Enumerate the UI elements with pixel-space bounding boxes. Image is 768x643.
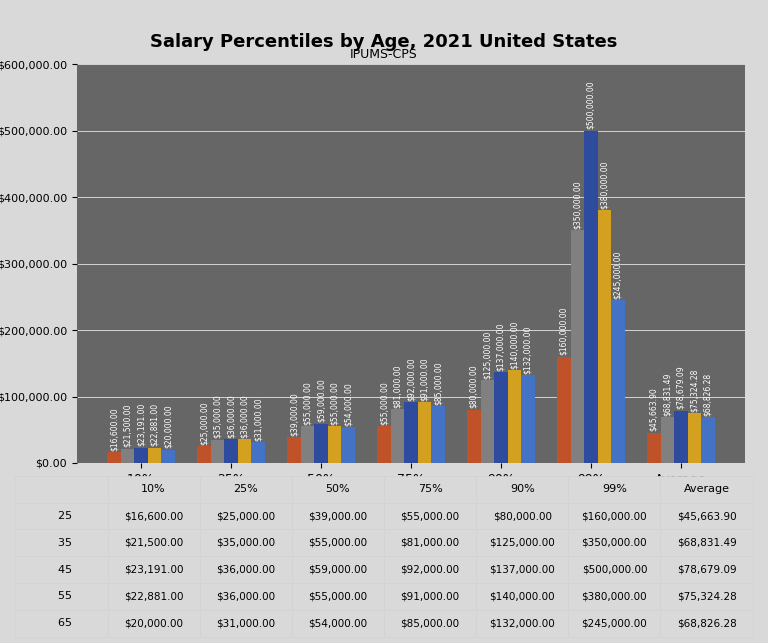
Bar [391, 409, 404, 463]
Text: $140,000.00: $140,000.00 [510, 320, 519, 368]
Text: $39,000.00: $39,000.00 [290, 392, 299, 436]
Bar [224, 439, 237, 463]
Text: $22,881.00: $22,881.00 [150, 403, 159, 446]
Bar [701, 417, 714, 463]
Bar [121, 449, 134, 463]
Bar [108, 452, 121, 463]
Bar [508, 370, 521, 463]
Text: $55,000.00: $55,000.00 [379, 381, 389, 425]
Text: $16,600.00: $16,600.00 [109, 407, 118, 451]
Bar [611, 300, 624, 463]
Text: $36,000.00: $36,000.00 [227, 394, 236, 438]
Bar [377, 426, 391, 463]
Text: $125,000.00: $125,000.00 [483, 331, 492, 379]
Bar [584, 131, 598, 463]
Bar [314, 424, 328, 463]
Bar [161, 449, 174, 463]
Bar [598, 210, 611, 463]
Bar [431, 406, 445, 463]
Bar [404, 402, 418, 463]
Bar [687, 413, 701, 463]
Bar [237, 439, 251, 463]
Text: $35,000.00: $35,000.00 [213, 395, 222, 439]
Bar [674, 411, 687, 463]
Bar [521, 376, 535, 463]
Bar [251, 442, 265, 463]
Text: $245,000.00: $245,000.00 [614, 250, 622, 299]
Text: $500,000.00: $500,000.00 [586, 81, 595, 129]
Bar [328, 426, 341, 463]
Bar [287, 437, 300, 463]
Bar [300, 426, 314, 463]
Text: $45,663.90: $45,663.90 [650, 388, 658, 431]
Bar [147, 448, 161, 463]
Text: $160,000.00: $160,000.00 [559, 307, 568, 356]
Text: $80,000.00: $80,000.00 [469, 365, 478, 408]
Bar [210, 440, 224, 463]
Text: $75,324.28: $75,324.28 [690, 368, 699, 412]
Bar [660, 417, 674, 463]
Text: $31,000.00: $31,000.00 [253, 397, 263, 441]
Text: $68,831.49: $68,831.49 [663, 372, 672, 416]
Text: $23,191.00: $23,191.00 [137, 403, 145, 446]
Bar [481, 380, 494, 463]
Text: $55,000.00: $55,000.00 [303, 381, 312, 425]
Bar [647, 433, 660, 463]
Bar [571, 230, 584, 463]
Text: $55,000.00: $55,000.00 [330, 381, 339, 425]
Text: $54,000.00: $54,000.00 [343, 382, 353, 426]
Bar [134, 448, 147, 463]
Text: $92,000.00: $92,000.00 [406, 357, 415, 401]
Text: $68,826.28: $68,826.28 [703, 373, 713, 416]
Text: $350,000.00: $350,000.00 [573, 181, 582, 229]
Text: $21,500.00: $21,500.00 [123, 404, 132, 448]
Bar [557, 357, 571, 463]
Text: $25,000.00: $25,000.00 [200, 401, 208, 445]
Bar [494, 372, 508, 463]
Text: $137,000.00: $137,000.00 [496, 322, 505, 370]
Text: $81,000.00: $81,000.00 [393, 365, 402, 408]
Bar [341, 427, 355, 463]
Text: IPUMS-CPS: IPUMS-CPS [350, 48, 418, 61]
Text: $85,000.00: $85,000.00 [433, 361, 442, 405]
Text: Salary Percentiles by Age, 2021 United States: Salary Percentiles by Age, 2021 United S… [151, 33, 617, 51]
Text: $91,000.00: $91,000.00 [420, 358, 429, 401]
Bar [467, 410, 481, 463]
Bar [197, 446, 210, 463]
Bar [418, 403, 431, 463]
Text: $380,000.00: $380,000.00 [600, 161, 609, 209]
Text: $132,000.00: $132,000.00 [523, 325, 532, 374]
Text: $36,000.00: $36,000.00 [240, 394, 249, 438]
Text: $78,679.09: $78,679.09 [677, 366, 685, 410]
Text: $20,000.00: $20,000.00 [164, 404, 172, 448]
Text: $59,000.00: $59,000.00 [316, 379, 326, 422]
